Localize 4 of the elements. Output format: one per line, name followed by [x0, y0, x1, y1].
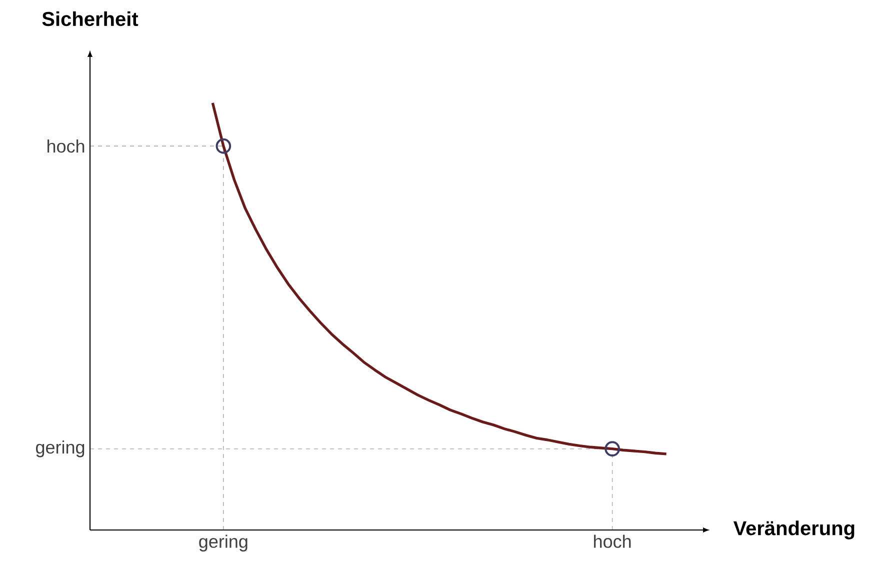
y-axis-title: Sicherheit — [42, 11, 138, 26]
x-axis-title: Veränderung — [733, 520, 854, 540]
ref-line-label: hoch — [48, 139, 84, 153]
ref-line-label: gering — [36, 440, 84, 458]
